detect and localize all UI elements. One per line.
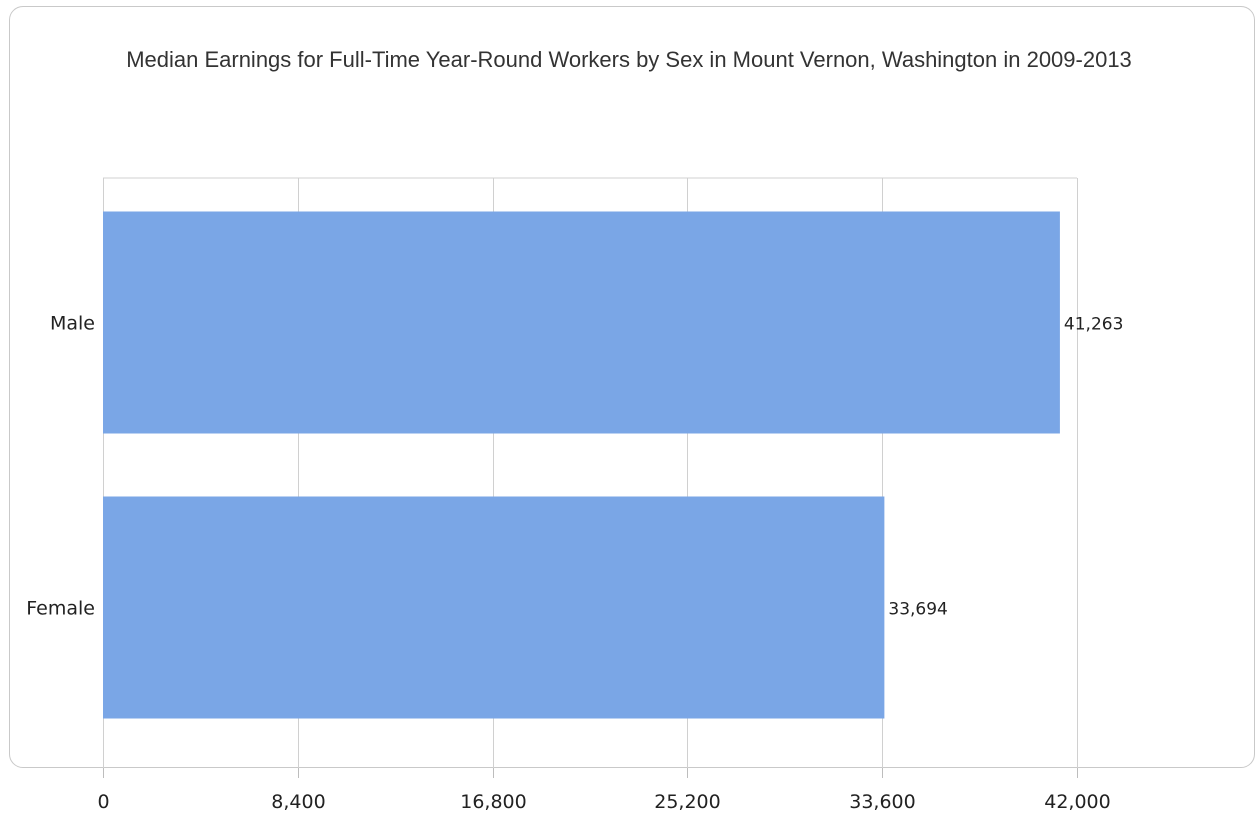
bar-female bbox=[103, 496, 885, 719]
category-label: Male bbox=[50, 313, 95, 335]
bar-male bbox=[103, 211, 1060, 434]
x-tick-label: 33,600 bbox=[849, 791, 915, 813]
data-label: 41,263 bbox=[1064, 315, 1123, 335]
x-tick-label: 8,400 bbox=[271, 791, 325, 813]
labels: 0 8,400 16,800 25,200 33,600 42,000 Male 41,263… bbox=[26, 313, 1123, 814]
x-tick-label: 25,200 bbox=[654, 791, 720, 813]
x-tick-label: 16,800 bbox=[460, 791, 526, 813]
bars bbox=[103, 211, 1060, 719]
chart-title: Median Earnings for Full-Time Year-Round… bbox=[126, 47, 1132, 72]
data-label: 33,694 bbox=[888, 600, 947, 620]
x-tick-label: 42,000 bbox=[1044, 791, 1110, 813]
x-tick-label: 0 bbox=[97, 791, 109, 813]
category-label: Female bbox=[26, 598, 95, 620]
